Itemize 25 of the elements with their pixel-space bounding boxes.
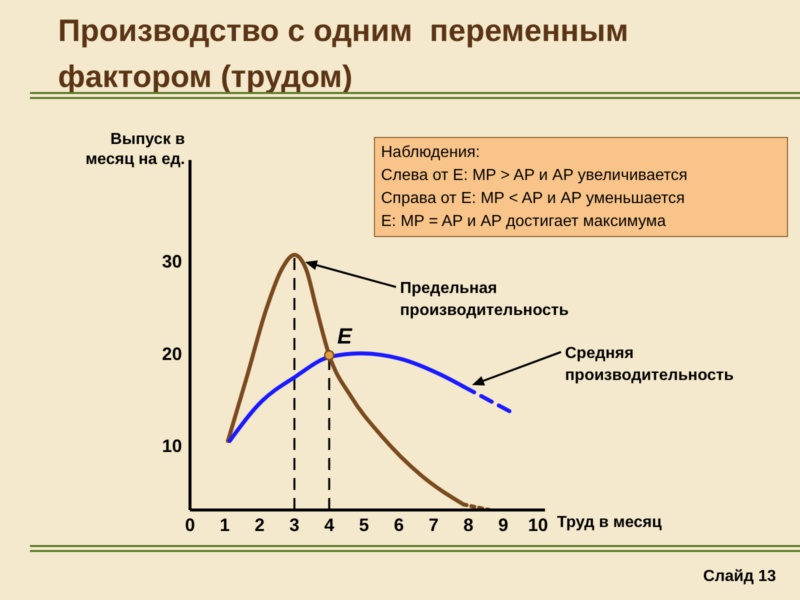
x-axis-title: Труд в месяц (557, 514, 662, 532)
text: Слайд 13 (703, 568, 776, 586)
annotation: Е (337, 323, 354, 348)
y-tick-label: 30 (162, 252, 182, 272)
annotation: Е: MP = AP и AP достигает максимума (381, 212, 667, 232)
y-tick-label: 10 (162, 436, 182, 456)
x-tick-label: 2 (254, 514, 265, 535)
text: Средняя производительность (565, 345, 734, 384)
annotation: Предельная производительность (400, 280, 569, 319)
annotation: Справа от Е: MP < AP и AP уменьшается (381, 189, 686, 209)
x-tick-label: 1 (220, 514, 230, 535)
x-tick-label: 5 (359, 514, 370, 535)
x-tick-label: 9 (498, 514, 508, 535)
y-tick-label: 20 (162, 344, 182, 364)
x-tick-label: 6 (394, 514, 404, 535)
x-tick-label: 0 (184, 514, 196, 535)
x-tick-label: 10 (528, 514, 548, 535)
annotation: Слева от Е: MP > AP и AP увеличивается (381, 166, 688, 186)
y-axis-title: Выпуск в месяц на ед. (84, 130, 185, 170)
x-tick-label: 8 (463, 514, 474, 535)
chart-title: Производство с одним переменным фактором (трудом) (58, 12, 630, 96)
x-tick-label: 4 (324, 514, 334, 535)
annotation: Наблюдения: (381, 143, 481, 163)
x-tick-label: 3 (289, 514, 300, 535)
x-tick-label: 7 (428, 514, 439, 535)
